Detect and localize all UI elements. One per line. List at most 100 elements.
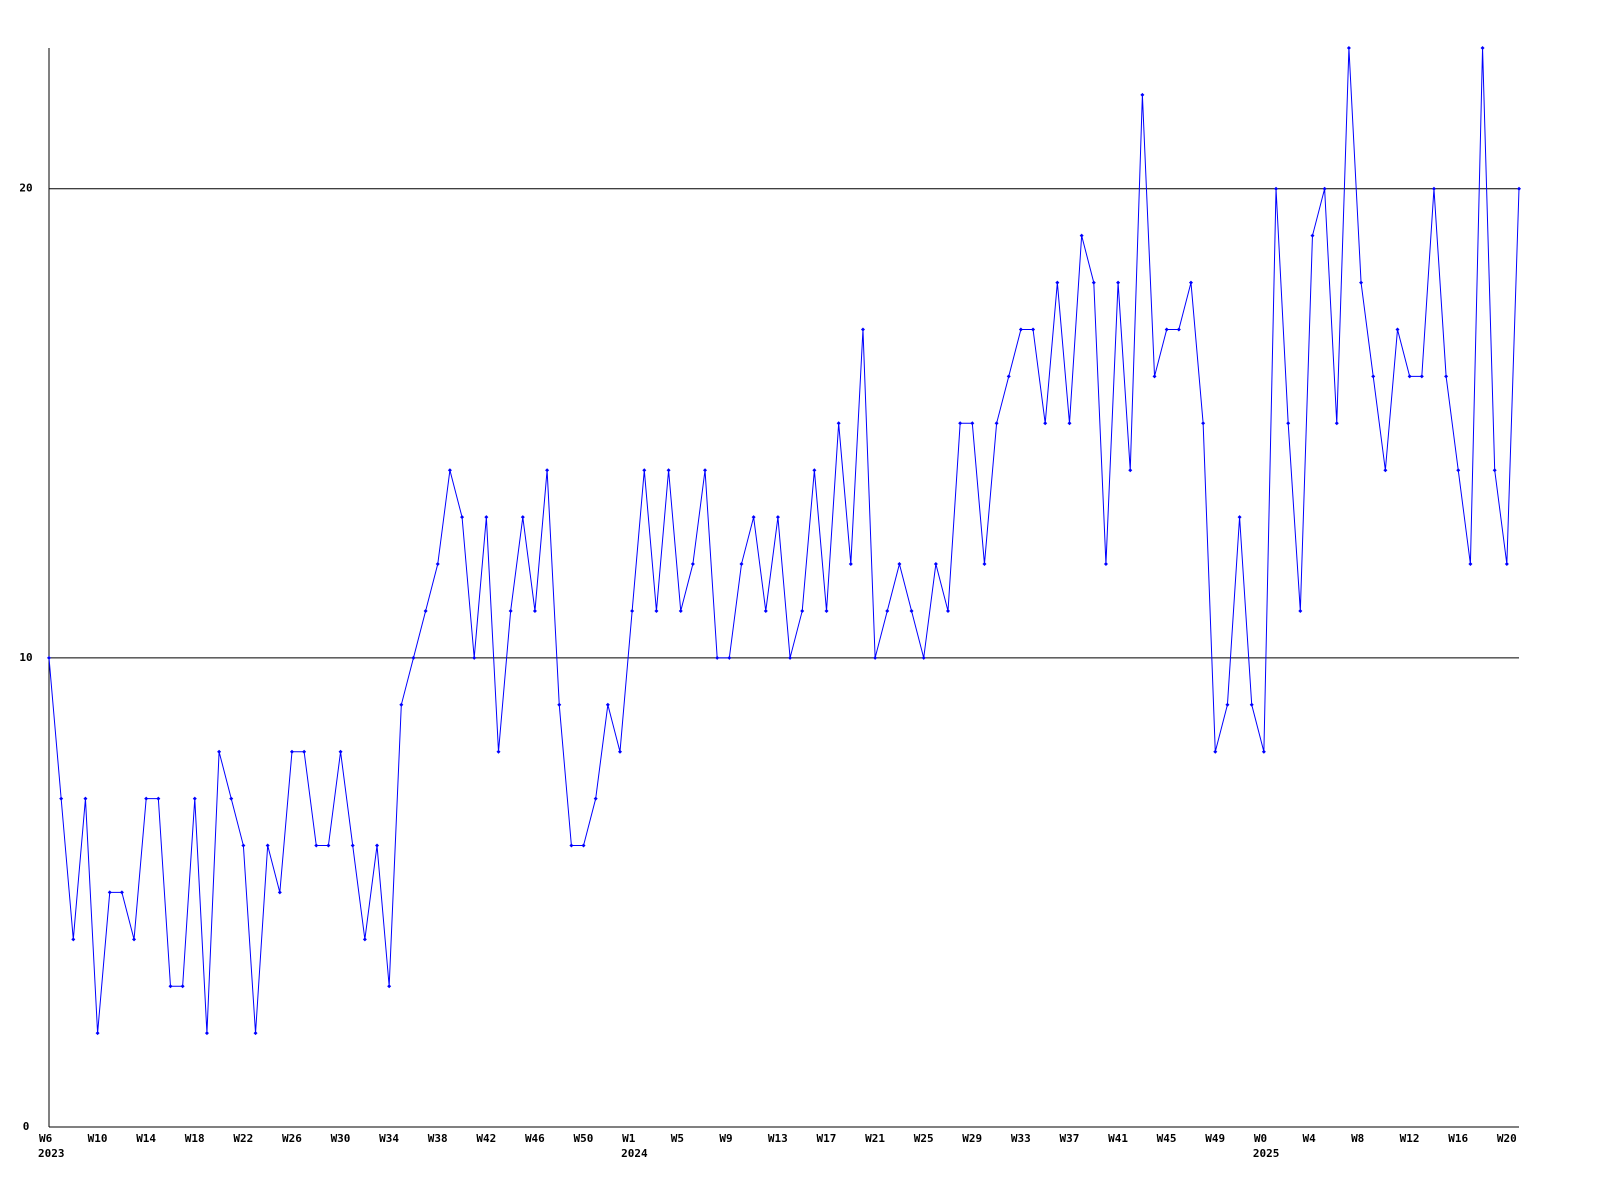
x-tick-label: W14 — [136, 1132, 156, 1145]
point-marker — [1067, 421, 1072, 426]
point-marker — [1261, 749, 1266, 754]
point-marker — [107, 890, 112, 895]
x-tick-label: W17 — [817, 1132, 837, 1145]
x-tick-label: W49 — [1205, 1132, 1225, 1145]
data-line — [48, 47, 1520, 1034]
point-marker — [119, 890, 124, 895]
point-marker — [605, 702, 610, 707]
y-tick-label: 0 — [23, 1120, 30, 1133]
point-marker — [47, 655, 51, 660]
point-marker — [581, 843, 586, 848]
point-marker — [326, 843, 331, 848]
point-marker — [460, 515, 465, 520]
point-marker — [970, 421, 975, 426]
point-marker — [715, 655, 720, 660]
point-marker — [1043, 421, 1048, 426]
point-marker — [1213, 749, 1218, 754]
point-marker — [83, 796, 88, 801]
x-tick-label: W4 — [1302, 1132, 1316, 1145]
point-marker — [1140, 92, 1145, 97]
x-tick-label: W18 — [185, 1132, 205, 1145]
point-marker — [132, 937, 137, 942]
point-marker — [1286, 421, 1291, 426]
x-tick-label: W42 — [476, 1132, 496, 1145]
point-marker — [690, 562, 695, 567]
x-tick-label: W45 — [1157, 1132, 1177, 1145]
point-marker — [1322, 186, 1327, 191]
point-marker — [532, 608, 537, 613]
point-marker — [1018, 327, 1023, 332]
point-marker — [739, 562, 744, 567]
point-marker — [387, 984, 392, 989]
point-marker — [1480, 46, 1485, 50]
point-marker — [362, 937, 367, 942]
point-marker — [666, 468, 671, 473]
point-marker — [1116, 280, 1121, 285]
point-marker — [812, 468, 817, 473]
x-tick-label: W13 — [768, 1132, 788, 1145]
year-label: 2023 — [38, 1147, 65, 1160]
point-marker — [1456, 468, 1461, 473]
year-label: 2024 — [621, 1147, 648, 1160]
point-marker — [885, 608, 890, 613]
point-marker — [1176, 327, 1181, 332]
point-marker — [788, 655, 793, 660]
point-marker — [1395, 327, 1400, 332]
point-marker — [338, 749, 343, 754]
point-marker — [168, 984, 173, 989]
x-tick-label: W46 — [525, 1132, 545, 1145]
point-marker — [71, 937, 76, 942]
y-tick-label: 10 — [19, 651, 32, 664]
x-tick-label: W20 — [1497, 1132, 1517, 1145]
point-marker — [630, 608, 635, 613]
point-marker — [824, 608, 829, 613]
point-marker — [1188, 280, 1193, 285]
x-tick-label: W33 — [1011, 1132, 1031, 1145]
point-marker — [1249, 702, 1254, 707]
point-marker — [1152, 374, 1157, 379]
point-marker — [873, 655, 878, 660]
point-marker — [727, 655, 732, 660]
point-marker — [958, 421, 963, 426]
point-marker — [1237, 515, 1242, 520]
point-marker — [593, 796, 598, 801]
point-marker — [277, 890, 282, 895]
point-marker — [1225, 702, 1230, 707]
point-marker — [1031, 327, 1036, 332]
point-marker — [654, 608, 659, 613]
point-marker — [1103, 562, 1108, 567]
x-tick-label: W50 — [574, 1132, 594, 1145]
x-tick-label: W29 — [962, 1132, 982, 1145]
x-tick-label: W12 — [1400, 1132, 1420, 1145]
point-marker — [909, 608, 914, 613]
point-marker — [217, 749, 222, 754]
point-marker — [933, 562, 938, 567]
point-marker — [1274, 186, 1279, 191]
point-marker — [1517, 186, 1521, 191]
point-marker — [1079, 233, 1084, 238]
x-tick-label: W38 — [428, 1132, 448, 1145]
point-marker — [1419, 374, 1424, 379]
point-marker — [1371, 374, 1376, 379]
point-marker — [642, 468, 647, 473]
point-marker — [253, 1031, 258, 1036]
point-marker — [617, 749, 622, 754]
point-marker — [289, 749, 294, 754]
point-marker — [423, 608, 428, 613]
point-marker — [557, 702, 562, 707]
x-tick-label: W10 — [88, 1132, 108, 1145]
point-marker — [1006, 374, 1011, 379]
point-marker — [265, 843, 270, 848]
point-marker — [350, 843, 355, 848]
point-marker — [946, 608, 951, 613]
x-tick-label: W1 — [622, 1132, 636, 1145]
point-marker — [1383, 468, 1388, 473]
point-marker — [1359, 280, 1364, 285]
point-marker — [520, 515, 525, 520]
point-marker — [484, 515, 489, 520]
point-marker — [1298, 608, 1303, 613]
point-marker — [1444, 374, 1449, 379]
point-marker — [375, 843, 380, 848]
